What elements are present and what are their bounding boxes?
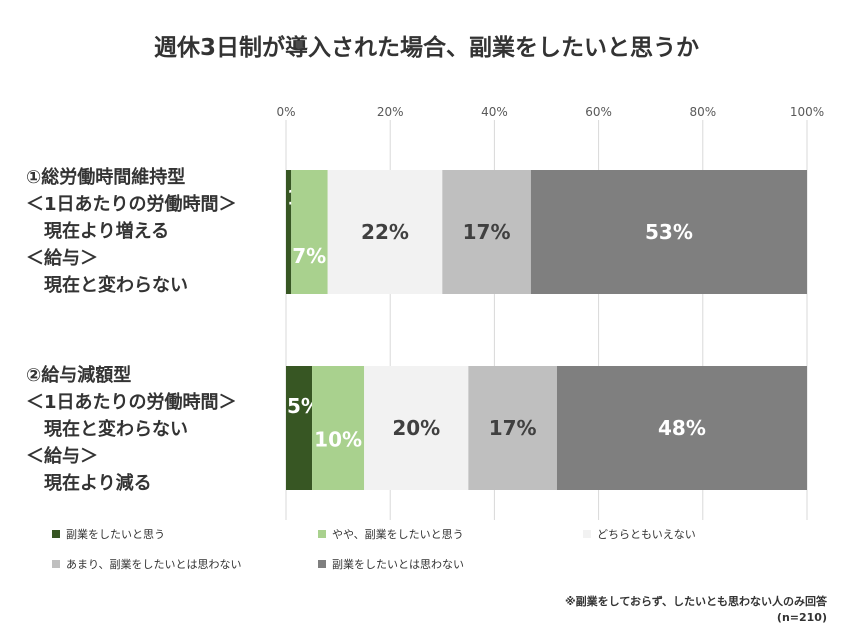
bar-segment — [468, 366, 557, 490]
legend-swatch — [583, 530, 591, 538]
legend-item: 副業をしたいとは思わない — [318, 556, 464, 572]
x-tick-label: 20% — [377, 105, 404, 119]
footnote-sample-size: (n=210) — [776, 611, 827, 624]
legend-label: 副業をしたいと思う — [66, 528, 165, 541]
legend-label: やや、副業をしたいと思う — [332, 528, 464, 541]
data-label: 17% — [463, 220, 511, 244]
category-label-line: ＜給与＞ — [26, 248, 98, 269]
legend-label: どちらともいえない — [597, 528, 696, 541]
footnote-note: ※副業をしておらず、したいとも思わない人のみ回答 — [564, 595, 827, 608]
bar-segment — [556, 366, 807, 490]
footnote: ※副業をしておらず、したいとも思わない人のみ回答 (n=210) — [565, 594, 827, 626]
legend-swatch — [318, 530, 326, 538]
x-tick-label: 60% — [585, 105, 612, 119]
category-label-line: 現在より増える — [26, 221, 170, 242]
category-label-line: ＜1日あたりの労働時間＞ — [26, 194, 237, 215]
data-label: 48% — [658, 416, 706, 440]
legend-swatch — [52, 530, 60, 538]
bar-segment — [530, 170, 807, 294]
data-label: 17% — [489, 416, 537, 440]
legend-label: 副業をしたいとは思わない — [332, 558, 464, 571]
x-tick-label: 80% — [689, 105, 716, 119]
category-label-line: 現在より減る — [26, 473, 152, 494]
data-label: 20% — [392, 416, 440, 440]
bar-segment — [312, 366, 365, 490]
legend-item: あまり、副業をしたいとは思わない — [52, 556, 242, 572]
legend-swatch — [318, 560, 326, 568]
category-label-line: 現在と変わらない — [26, 419, 188, 440]
bar-segment — [442, 170, 531, 294]
category-label: ①総労働時間維持型 ＜1日あたりの労働時間＞ 現在より増える ＜給与＞ 現在と変わら… — [26, 164, 237, 299]
x-tick-label: 0% — [276, 105, 295, 119]
stacked-bar-chart: 0%20%40%60%80%100%1%7%22%17%53%5%10%20%1… — [276, 105, 824, 520]
chart-title: 週休3日制が導入された場合、副業をしたいと思うか — [153, 35, 699, 61]
category-label-line: 現在と変わらない — [26, 275, 188, 296]
data-label: 10% — [314, 428, 362, 452]
legend-swatch — [52, 560, 60, 568]
legend-item: 副業をしたいと思う — [52, 526, 165, 542]
category-label: ②給与減額型 ＜1日あたりの労働時間＞ 現在と変わらない ＜給与＞ 現在より減る — [26, 362, 237, 497]
category-label-line: ①総労働時間維持型 — [26, 167, 186, 188]
legend-item: どちらともいえない — [583, 526, 696, 542]
legend-item: やや、副業をしたいと思う — [318, 526, 464, 542]
x-tick-label: 100% — [790, 105, 824, 119]
category-label-line: ＜給与＞ — [26, 446, 98, 467]
bar-segment — [364, 366, 469, 490]
legend-label: あまり、副業をしたいとは思わない — [66, 558, 242, 571]
category-label-line: ②給与減額型 — [26, 365, 132, 386]
category-label-line: ＜1日あたりの労働時間＞ — [26, 392, 237, 413]
data-label: 22% — [361, 220, 409, 244]
x-tick-label: 40% — [481, 105, 508, 119]
data-label: 53% — [645, 220, 693, 244]
chart-legend: 副業をしたいと思う やや、副業をしたいと思う どちらともいえないあまり、副業をしたい… — [52, 526, 812, 582]
bar-segment — [286, 366, 313, 490]
bar-segment — [291, 170, 328, 294]
data-label: 7% — [292, 244, 326, 268]
bar-segment — [327, 170, 443, 294]
bar-segment — [286, 170, 292, 294]
